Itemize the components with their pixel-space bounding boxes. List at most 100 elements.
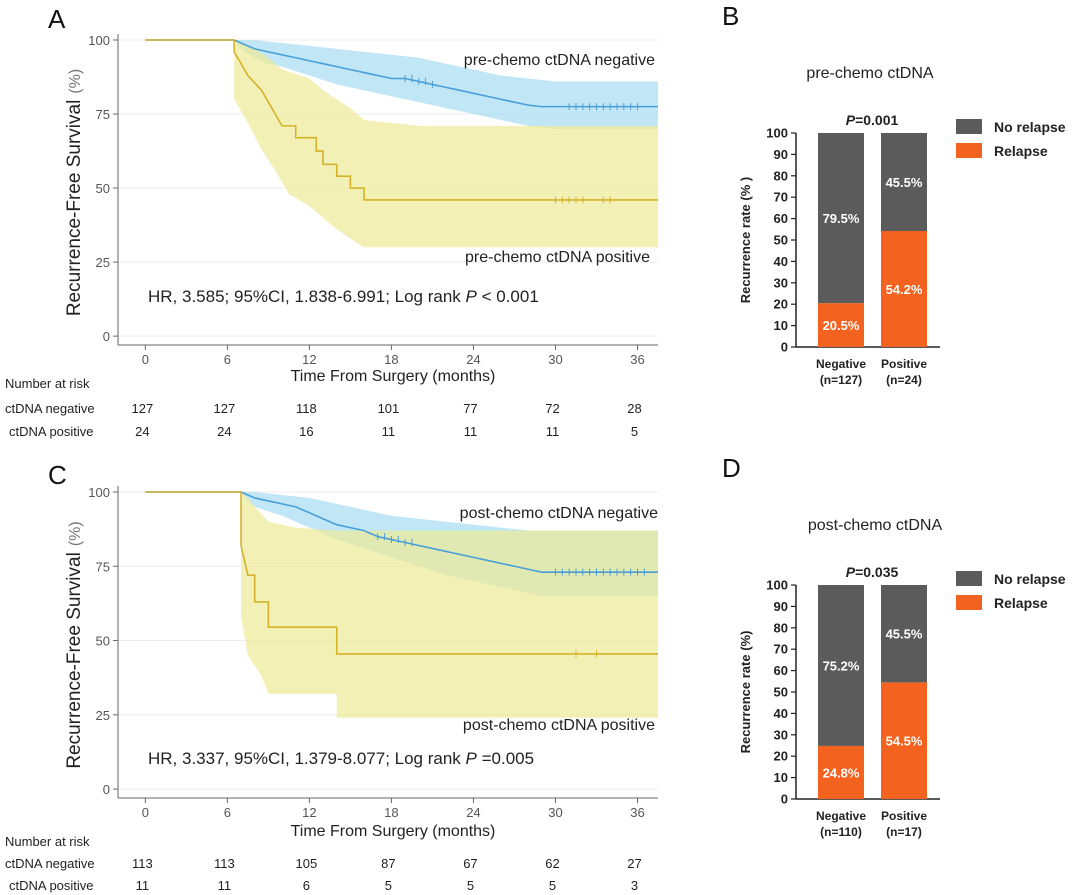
ci-band-pos-C bbox=[145, 492, 658, 718]
x-tick-label-C: 12 bbox=[302, 805, 316, 820]
risk-value-C: 5 bbox=[549, 878, 556, 893]
risk-value-C: 105 bbox=[296, 856, 318, 871]
risk-value-A: 101 bbox=[378, 401, 400, 416]
bar-category-label-B: Negative bbox=[816, 357, 866, 371]
x-axis-label-A: Time From Surgery (months) bbox=[291, 368, 496, 385]
y-axis-label-A: Recurrence-Free Survival (%) bbox=[64, 69, 85, 316]
bar-label-no-relapse-B: 45.5% bbox=[886, 175, 923, 190]
bar-y-tick-label-B: 20 bbox=[774, 297, 788, 312]
legend-swatch-B bbox=[956, 119, 982, 134]
risk-value-C: 6 bbox=[303, 878, 310, 893]
bar-label-relapse-D: 24.8% bbox=[823, 765, 860, 780]
bar-y-tick-label-B: 30 bbox=[774, 275, 788, 290]
risk-row-label-C: ctDNA positive bbox=[9, 878, 94, 893]
risk-value-A: 5 bbox=[631, 424, 638, 439]
bar-y-tick-label-B: 40 bbox=[774, 254, 788, 269]
hazard-ratio-text-A-part: P bbox=[466, 287, 478, 306]
bar-y-tick-label-D: 80 bbox=[774, 620, 788, 635]
x-tick-label-A: 0 bbox=[142, 352, 149, 367]
bar-category-n-D: (n=110) bbox=[820, 825, 862, 839]
y-tick-label-C: 50 bbox=[96, 634, 110, 649]
bar-no-relapse-B bbox=[818, 133, 864, 304]
risk-value-A: 11 bbox=[546, 424, 560, 439]
risk-value-A: 118 bbox=[296, 401, 317, 416]
x-tick-label-C: 30 bbox=[548, 805, 562, 820]
bar-y-tick-label-B: 0 bbox=[781, 340, 788, 355]
bar-label-no-relapse-B: 79.5% bbox=[823, 211, 860, 226]
bar-category-label-D: Negative bbox=[816, 809, 866, 823]
bar-y-tick-label-D: 0 bbox=[781, 792, 788, 807]
y-tick-label-A: 25 bbox=[96, 255, 110, 270]
bar-y-tick-label-B: 80 bbox=[774, 168, 788, 183]
x-tick-label-A: 6 bbox=[224, 352, 231, 367]
risk-value-C: 62 bbox=[545, 856, 559, 871]
risk-value-C: 67 bbox=[463, 856, 477, 871]
risk-table-header-C: Number at risk bbox=[5, 834, 90, 849]
annotation-positive-A: pre-chemo ctDNA positive bbox=[465, 249, 650, 266]
risk-value-A: 11 bbox=[382, 424, 396, 439]
legend-swatch-D bbox=[956, 571, 982, 586]
risk-value-A: 72 bbox=[545, 401, 559, 416]
bar-category-label-D: Positive bbox=[881, 809, 927, 823]
x-tick-label-A: 36 bbox=[630, 352, 644, 367]
risk-value-C: 113 bbox=[132, 856, 153, 871]
hazard-ratio-text-C: HR, 3.337, 95%CI, 1.379-8.077; Log rank … bbox=[148, 749, 534, 768]
risk-row-label-A: ctDNA negative bbox=[5, 401, 95, 416]
bar-y-tick-label-D: 20 bbox=[774, 749, 788, 764]
bar-y-tick-label-B: 60 bbox=[774, 211, 788, 226]
y-tick-label-C: 75 bbox=[96, 559, 110, 574]
y-axis-label-unit: (%) bbox=[67, 521, 84, 546]
y-axis-label-text: Recurrence-Free Survival bbox=[64, 100, 85, 316]
y-tick-label-A: 75 bbox=[96, 107, 110, 122]
risk-value-A: 11 bbox=[464, 424, 478, 439]
risk-value-A: 127 bbox=[214, 401, 236, 416]
risk-table-header-A: Number at risk bbox=[5, 376, 90, 391]
hazard-ratio-text-A-part: HR, 3.585; 95%CI, 1.838-6.991; Log rank bbox=[148, 287, 466, 306]
panel-label-D: D bbox=[722, 453, 741, 483]
p-value-B-part: P bbox=[846, 112, 856, 128]
risk-value-A: 16 bbox=[299, 424, 313, 439]
bar-y-tick-label-B: 90 bbox=[774, 147, 788, 162]
risk-value-A: 24 bbox=[217, 424, 231, 439]
bar-y-tick-label-D: 30 bbox=[774, 727, 788, 742]
chart-title-B: pre-chemo ctDNA bbox=[806, 65, 933, 82]
bar-y-tick-label-D: 90 bbox=[774, 599, 788, 614]
hazard-ratio-text-A-part: < 0.001 bbox=[477, 287, 539, 306]
bar-relapse-D bbox=[881, 682, 927, 799]
bar-category-label-B: Positive bbox=[881, 357, 927, 371]
x-tick-label-C: 0 bbox=[142, 805, 149, 820]
risk-value-C: 11 bbox=[218, 878, 232, 893]
bar-label-no-relapse-D: 45.5% bbox=[886, 627, 923, 642]
x-tick-label-C: 24 bbox=[466, 805, 480, 820]
legend-label-B: Relapse bbox=[994, 143, 1048, 159]
risk-value-C: 87 bbox=[381, 856, 395, 871]
bar-no-relapse-B bbox=[881, 133, 927, 232]
bar-y-axis-label-D: Recurrence rate (%) bbox=[738, 631, 753, 754]
bar-y-tick-label-D: 60 bbox=[774, 663, 788, 678]
risk-value-C: 3 bbox=[631, 878, 638, 893]
risk-value-C: 113 bbox=[214, 856, 235, 871]
risk-value-A: 24 bbox=[135, 424, 149, 439]
bar-y-tick-label-D: 100 bbox=[766, 578, 788, 593]
survival-line-pos-C bbox=[145, 491, 658, 655]
legend-swatch-D bbox=[956, 595, 982, 610]
annotation-positive-C: post-chemo ctDNA positive bbox=[463, 717, 655, 734]
y-axis-label-C: Recurrence-Free Survival (%) bbox=[64, 521, 85, 768]
bar-y-tick-label-B: 70 bbox=[774, 190, 788, 205]
x-axis-label-C: Time From Surgery (months) bbox=[291, 823, 496, 840]
bar-y-axis-label-B: Recurrence rate (% ) bbox=[738, 177, 753, 303]
risk-value-C: 27 bbox=[627, 856, 641, 871]
bar-label-relapse-B: 54.2% bbox=[886, 282, 923, 297]
hazard-ratio-text-C-part: HR, 3.337, 95%CI, 1.379-8.077; Log rank bbox=[148, 749, 466, 768]
bar-relapse-D bbox=[818, 745, 864, 799]
risk-value-A: 77 bbox=[463, 401, 477, 416]
y-tick-label-A: 100 bbox=[88, 33, 110, 48]
x-tick-label-C: 36 bbox=[630, 805, 644, 820]
risk-value-C: 5 bbox=[467, 878, 474, 893]
annotation-negative-C: post-chemo ctDNA negative bbox=[460, 505, 658, 522]
risk-value-C: 5 bbox=[385, 878, 392, 893]
risk-value-A: 28 bbox=[627, 401, 641, 416]
annotation-negative-A: pre-chemo ctDNA negative bbox=[464, 52, 655, 69]
risk-value-C: 11 bbox=[136, 878, 150, 893]
